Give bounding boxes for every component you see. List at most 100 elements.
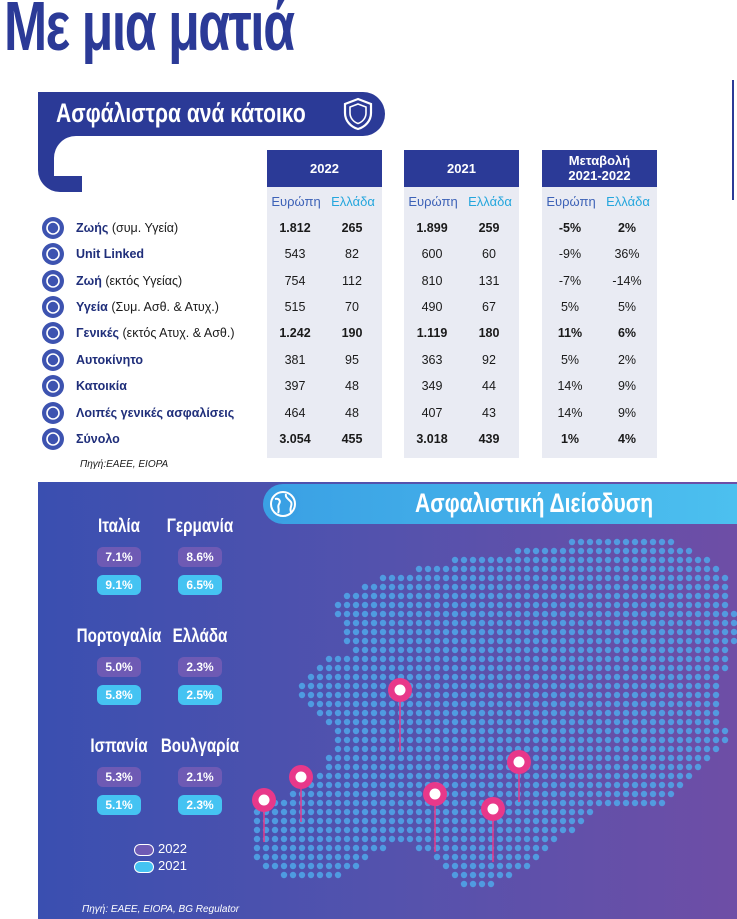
map-source: Πηγή: ΕΑΕΕ, EIOPA, BG Regulator — [82, 904, 240, 915]
legend-2021: 2021 — [134, 858, 187, 873]
table-cell: 600 — [421, 247, 443, 261]
value-2021: 2.5% — [178, 685, 222, 705]
column-subheader: Ελλάδα — [468, 194, 512, 209]
shield-plus-icon — [42, 296, 64, 318]
table-cell: 48 — [345, 379, 359, 393]
value-2022: 2.1% — [178, 767, 222, 787]
table-cell: 490 — [421, 300, 443, 314]
country-name: Ιταλία — [98, 516, 140, 537]
value-2021: 5.1% — [97, 795, 141, 815]
penetration-title: Ασφαλιστική Διείσδυση — [415, 488, 654, 518]
country-name: Γερμανία — [166, 516, 234, 537]
column-subheader: Ευρώπη — [546, 194, 596, 209]
table-cell: 9% — [617, 406, 637, 420]
shield-check-icon — [42, 428, 64, 450]
table-cell: 5% — [560, 353, 580, 367]
value-2022: 5.3% — [97, 767, 141, 787]
table-cell: 4% — [617, 432, 637, 446]
value-2022: 2.3% — [178, 657, 222, 677]
table-cell: 36% — [614, 247, 640, 261]
table-row-label: Ζωής (συμ. Υγεία) — [76, 221, 179, 235]
column-subheader: Ελλάδα — [331, 194, 375, 209]
table-cell: 363 — [421, 353, 443, 367]
column-group-header: 2022 — [267, 150, 382, 187]
table-cell: 82 — [345, 247, 359, 261]
heart-hands-icon — [42, 270, 64, 292]
table-cell: 92 — [482, 353, 496, 367]
country-name: Βουλγαρία — [160, 736, 240, 757]
table-column-bg — [267, 150, 382, 458]
table-cell: 407 — [421, 406, 443, 420]
table-cell: 3.054 — [279, 432, 311, 446]
table-cell: 1.119 — [416, 326, 448, 340]
car-icon — [42, 349, 64, 371]
section-title: Ασφάλιστρα ανά κάτοικο — [56, 98, 306, 128]
value-2021: 5.8% — [97, 685, 141, 705]
table-cell: 5% — [560, 300, 580, 314]
table-cell: -9% — [558, 247, 582, 261]
table-cell: 5% — [617, 300, 637, 314]
house-icon — [42, 375, 64, 397]
table-row-label: Σύνολο — [76, 432, 120, 446]
table-cell: 9% — [617, 379, 637, 393]
table-cell: 1.899 — [416, 221, 448, 235]
table-cell: 543 — [284, 247, 306, 261]
column-subheader: Ελλάδα — [606, 194, 650, 209]
shield-icon — [343, 97, 373, 131]
value-2022: 8.6% — [178, 547, 222, 567]
divider — [732, 80, 734, 200]
europe-map — [252, 538, 737, 888]
country-name: Πορτογαλία — [76, 626, 162, 647]
column-subheader: Ευρώπη — [271, 194, 321, 209]
value-2022: 7.1% — [97, 547, 141, 567]
table-cell: 455 — [341, 432, 363, 446]
table-cell: 112 — [342, 274, 362, 288]
table-cell: 11% — [557, 326, 583, 340]
table-cell: 2% — [617, 221, 637, 235]
table-row-label: Γενικές (εκτός Ατυχ. & Ασθ.) — [76, 326, 235, 340]
table-cell: 95 — [345, 353, 359, 367]
dollar-icon — [42, 243, 64, 265]
table-cell: 48 — [345, 406, 359, 420]
table-cell: 381 — [284, 353, 306, 367]
value-2022: 5.0% — [97, 657, 141, 677]
table-cell: 265 — [341, 221, 363, 235]
table-source: Πηγή:ΕΑΕΕ, EIOPA — [80, 459, 169, 470]
table-cell: 14% — [557, 379, 583, 393]
table-cell: 67 — [482, 300, 496, 314]
column-group-header: Μεταβολή 2021-2022 — [542, 150, 657, 187]
table-cell: 6% — [617, 326, 637, 340]
table-cell: -14% — [612, 274, 642, 288]
table-cell: 131 — [478, 274, 500, 288]
table-cell: 515 — [284, 300, 306, 314]
umbrella-icon — [42, 217, 64, 239]
section-ribbon: Ασφάλιστρα ανά κάτοικο — [38, 92, 385, 192]
table-cell: 43 — [482, 406, 496, 420]
column-group-header: 2021 — [404, 150, 519, 187]
table-row-label: Αυτοκίνητο — [76, 353, 144, 367]
table-cell: 14% — [557, 406, 583, 420]
table-cell: 397 — [284, 379, 306, 393]
table-cell: 1.242 — [279, 326, 311, 340]
page-title: Με μια ματιά — [4, 0, 295, 65]
table-cell: 810 — [421, 274, 443, 288]
umbrella-icon — [42, 322, 64, 344]
table-cell: 180 — [478, 326, 500, 340]
table-cell: 1.812 — [279, 221, 311, 235]
table-cell: -7% — [558, 274, 582, 288]
table-column-bg — [542, 150, 657, 458]
table-cell: 44 — [482, 379, 496, 393]
table-cell: 464 — [284, 406, 306, 420]
shield-icon — [42, 402, 64, 424]
table-row-label: Unit Linked — [76, 247, 145, 261]
table-row-label: Ζωή (εκτός Υγείας) — [76, 274, 183, 288]
table-cell: 439 — [478, 432, 500, 446]
table-cell: 754 — [284, 274, 306, 288]
table-cell: 70 — [345, 300, 359, 314]
table-cell: 1% — [560, 432, 580, 446]
table-cell: 259 — [478, 221, 500, 235]
table-cell: 60 — [482, 247, 496, 261]
column-subheader: Ευρώπη — [408, 194, 458, 209]
penetration-header — [263, 484, 737, 524]
table-column-bg — [404, 150, 519, 458]
